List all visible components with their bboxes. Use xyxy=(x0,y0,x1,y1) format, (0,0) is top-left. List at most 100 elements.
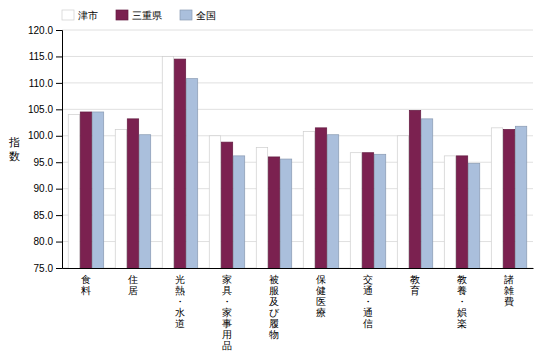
bar xyxy=(221,142,232,268)
legend-swatch xyxy=(116,10,128,20)
plot: 75.0 80.0 85.0 90.0 95.0 100.0 105.0 110.0 115.0… xyxy=(28,25,534,363)
legend-item: 津市 xyxy=(62,10,98,21)
tick: 120.0 xyxy=(28,25,62,36)
bar xyxy=(350,153,361,268)
legend-label: 三重県 xyxy=(132,10,162,21)
tick: 105.0 xyxy=(28,104,62,115)
tick-mark xyxy=(56,56,62,57)
tick-label: 諸雑費 xyxy=(504,274,514,307)
tick-mark xyxy=(56,83,62,84)
tick-label: 住居 xyxy=(128,274,138,296)
tick-mark xyxy=(56,30,62,31)
grid-line xyxy=(62,56,533,57)
tick-mark xyxy=(56,215,62,216)
tick: 115.0 xyxy=(29,51,62,62)
bar xyxy=(80,112,91,268)
bar xyxy=(315,128,326,268)
bar xyxy=(362,153,373,268)
bar xyxy=(233,156,244,268)
tick-label: 80.0 xyxy=(34,236,54,247)
bar xyxy=(397,136,408,268)
bar xyxy=(268,157,279,268)
bar xyxy=(186,79,197,268)
bar-series xyxy=(80,59,514,268)
bar-series xyxy=(68,56,502,268)
bar xyxy=(444,156,455,268)
tick: 90.0 xyxy=(34,183,62,194)
bar xyxy=(139,135,150,268)
tick-mark xyxy=(56,268,62,269)
tick: 教養・娯楽 xyxy=(457,268,467,329)
grid-line xyxy=(62,82,533,83)
bar xyxy=(92,112,103,268)
tick-mark xyxy=(56,242,62,243)
bars xyxy=(68,56,527,268)
tick-mark xyxy=(56,136,62,137)
bar xyxy=(374,154,385,268)
y-axis: 75.0 80.0 85.0 90.0 95.0 100.0 105.0 110.0 115.0… xyxy=(28,25,63,274)
bar xyxy=(209,136,220,268)
tick: 75.0 xyxy=(34,263,62,274)
tick-label: 100.0 xyxy=(28,130,53,141)
tick-label: 交通・通信 xyxy=(363,274,373,329)
tick-mark xyxy=(56,162,62,163)
tick: 保健医療 xyxy=(316,268,326,318)
legend-item: 全国 xyxy=(180,10,216,21)
tick-label: 105.0 xyxy=(28,104,53,115)
legend-item: 三重県 xyxy=(116,10,162,21)
tick: 被服及び履物 xyxy=(269,268,280,340)
tick-label: 85.0 xyxy=(34,210,54,221)
tick: 110.0 xyxy=(29,78,62,89)
tick: 住居 xyxy=(128,268,138,296)
tick-mark xyxy=(56,189,62,190)
tick-label: 110.0 xyxy=(29,78,54,89)
tick-label: 被服及び履物 xyxy=(269,274,280,340)
bar xyxy=(327,135,338,268)
tick: 80.0 xyxy=(34,236,62,247)
bar xyxy=(127,119,138,268)
bar xyxy=(256,147,267,268)
tick: 食料 xyxy=(81,268,91,296)
tick: 100.0 xyxy=(28,130,62,141)
y-axis-label: 指数 xyxy=(8,136,20,163)
legend-swatch xyxy=(180,10,192,20)
x-axis: 食料 住居 光熱・水道 家具・家事用品 被服及び履物 保健医療 交通・通信 教育 教養・娯楽 諸雑… xyxy=(63,268,534,351)
tick-label: 光熱・水道 xyxy=(175,274,185,329)
axis-domain xyxy=(56,31,63,269)
tick-label: 教育 xyxy=(410,274,420,296)
bar xyxy=(421,119,432,268)
bar xyxy=(468,163,479,268)
legend: 津市 三重県 全国 xyxy=(62,10,216,21)
legend-label: 全国 xyxy=(196,10,216,21)
tick: 交通・通信 xyxy=(363,268,373,329)
tick-label: 教養・娯楽 xyxy=(457,274,467,329)
bar xyxy=(515,126,526,268)
legend-swatch xyxy=(62,10,74,20)
tick-label: 食料 xyxy=(81,274,91,296)
bar xyxy=(303,132,314,268)
grid-line xyxy=(62,109,533,110)
tick-label: 90.0 xyxy=(34,183,54,194)
bar xyxy=(503,129,514,268)
tick-mark xyxy=(56,109,62,110)
tick: 光熱・水道 xyxy=(175,268,185,329)
tick-label: 95.0 xyxy=(34,157,54,168)
tick-label: 115.0 xyxy=(29,51,54,62)
bar xyxy=(280,159,291,268)
tick: 教育 xyxy=(410,268,420,296)
tick-label: 保健医療 xyxy=(316,274,326,318)
tick: 家具・家事用品 xyxy=(222,268,232,351)
bar xyxy=(491,128,502,268)
bar xyxy=(115,129,126,268)
tick-label: 120.0 xyxy=(28,25,53,36)
chart: 75.0 80.0 85.0 90.0 95.0 100.0 105.0 110.0 115.0… xyxy=(0,0,548,363)
tick-label: 家具・家事用品 xyxy=(222,274,232,351)
bar xyxy=(162,56,173,268)
tick: 諸雑費 xyxy=(504,268,514,307)
bar xyxy=(456,156,467,268)
bar xyxy=(68,115,79,268)
bar-series xyxy=(92,79,526,268)
bar xyxy=(409,110,420,268)
bar xyxy=(174,59,185,268)
tick: 85.0 xyxy=(34,210,62,221)
